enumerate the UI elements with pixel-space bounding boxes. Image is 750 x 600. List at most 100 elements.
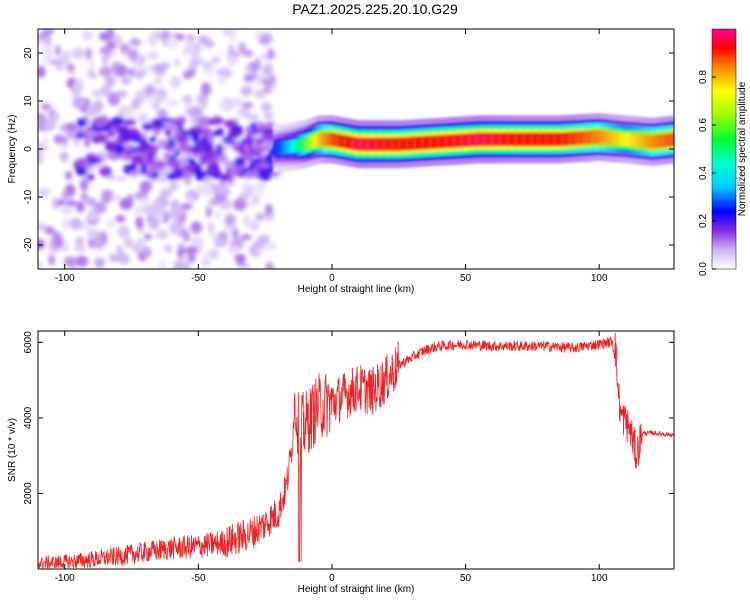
noise-blob: [174, 33, 185, 41]
ridge-cell: [310, 135, 314, 149]
noise-blob: [261, 53, 270, 61]
ridge-cell: [420, 136, 424, 150]
noise-blob: [44, 225, 55, 235]
noise-blob: [54, 44, 62, 57]
signal-blob: [219, 173, 232, 182]
ridge-cell: [617, 132, 622, 146]
signal-blob: [183, 165, 197, 172]
noise-blob: [241, 104, 250, 119]
signal-blob: [191, 145, 203, 154]
ridge-cell: [353, 136, 357, 151]
ridge-cell: [396, 137, 400, 151]
ridge-cell: [580, 131, 584, 145]
colorbar-tick-label: 0.4: [698, 166, 709, 180]
ridge-cell: [366, 137, 370, 151]
noise-blob: [211, 56, 221, 64]
noise-blob: [49, 59, 62, 66]
noise-blob: [265, 261, 274, 269]
ridge-cell: [449, 134, 453, 148]
noise-blob: [214, 210, 222, 219]
snr-x-tick-label: -100: [55, 573, 75, 584]
signal-blob: [199, 136, 211, 148]
noise-blob: [217, 76, 228, 85]
signal-blob: [242, 155, 255, 162]
ridge-cell: [636, 133, 640, 148]
colorbar-tick-label: 0.2: [698, 214, 709, 228]
noise-blob: [238, 193, 249, 200]
ridge-cell: [535, 132, 539, 147]
snr-x-tick-label: 0: [329, 573, 335, 584]
noise-blob: [172, 79, 181, 87]
ridge-cell: [583, 131, 587, 145]
noise-blob: [130, 97, 141, 111]
ridge-cell: [500, 132, 504, 147]
noise-blob: [129, 37, 142, 47]
ridge-cell: [548, 132, 552, 147]
noise-blob: [106, 29, 115, 40]
snr-x-ticks: -100 -50 0 50 100: [55, 331, 608, 584]
ridge-cell: [275, 141, 280, 156]
ridge-cell: [657, 134, 662, 148]
noise-blob: [203, 39, 215, 49]
ridge-cell: [591, 130, 595, 145]
snr-background: [38, 331, 674, 569]
noise-blob: [260, 78, 274, 86]
signal-blob: [82, 129, 93, 136]
ridge-cell: [529, 132, 533, 147]
noise-blob: [147, 64, 155, 73]
ridge-cell: [406, 136, 411, 151]
noise-blob: [164, 243, 172, 254]
snr-y-tick-label: 6000: [23, 331, 34, 354]
noise-blob: [98, 66, 113, 77]
ridge-cell: [668, 133, 672, 147]
ridge-cell: [655, 134, 659, 149]
ridge-cell: [524, 132, 528, 147]
ridge-cell: [345, 135, 349, 149]
noise-blob: [73, 138, 81, 146]
signal-blob-bright: [130, 148, 137, 154]
noise-blob: [148, 95, 156, 107]
noise-blob: [238, 41, 247, 55]
noise-blob: [263, 112, 274, 120]
noise-blob: [63, 256, 78, 267]
noise-blob: [38, 144, 49, 152]
ridge-cell: [575, 131, 579, 146]
ridge-cell: [433, 135, 437, 149]
noise-blob: [135, 216, 143, 229]
noise-blob: [168, 180, 179, 192]
noise-blob: [147, 51, 159, 60]
signal-blob: [251, 158, 262, 164]
noise-blob: [93, 100, 104, 114]
ridge-cell: [318, 132, 322, 147]
ridge-cell: [559, 132, 563, 147]
ridge-cell: [476, 132, 480, 147]
ridge-cell: [609, 131, 614, 145]
snr-x-tick-label: -50: [191, 573, 206, 584]
signal-blob-bright: [194, 142, 201, 148]
ridge-cell: [545, 132, 550, 147]
signal-blob: [208, 163, 220, 172]
noise-blob: [231, 227, 239, 240]
signal-blob: [86, 153, 96, 159]
ridge-cell: [647, 134, 651, 149]
ridge-cell: [412, 136, 416, 151]
signal-blob: [244, 135, 253, 146]
ridge-cell: [513, 132, 517, 147]
noise-blob: [40, 103, 52, 111]
noise-blob: [99, 46, 112, 55]
ridge-cell: [404, 137, 408, 151]
ridge-cell: [564, 132, 568, 146]
spectrogram-x-tick-label: 50: [460, 273, 472, 284]
ridge-cell: [430, 135, 435, 149]
noise-blob: [100, 83, 112, 97]
noise-blob: [182, 95, 193, 104]
noise-blob: [249, 220, 260, 231]
ridge-cell: [519, 132, 523, 147]
ridge-cell: [585, 131, 590, 145]
ridge-cell: [508, 132, 512, 147]
ridge-cell: [505, 132, 509, 147]
ridge-cell: [521, 132, 525, 147]
snr-x-axis-label: Height of straight line (km): [298, 584, 415, 595]
noise-blob: [120, 76, 132, 85]
noise-blob: [87, 208, 99, 223]
